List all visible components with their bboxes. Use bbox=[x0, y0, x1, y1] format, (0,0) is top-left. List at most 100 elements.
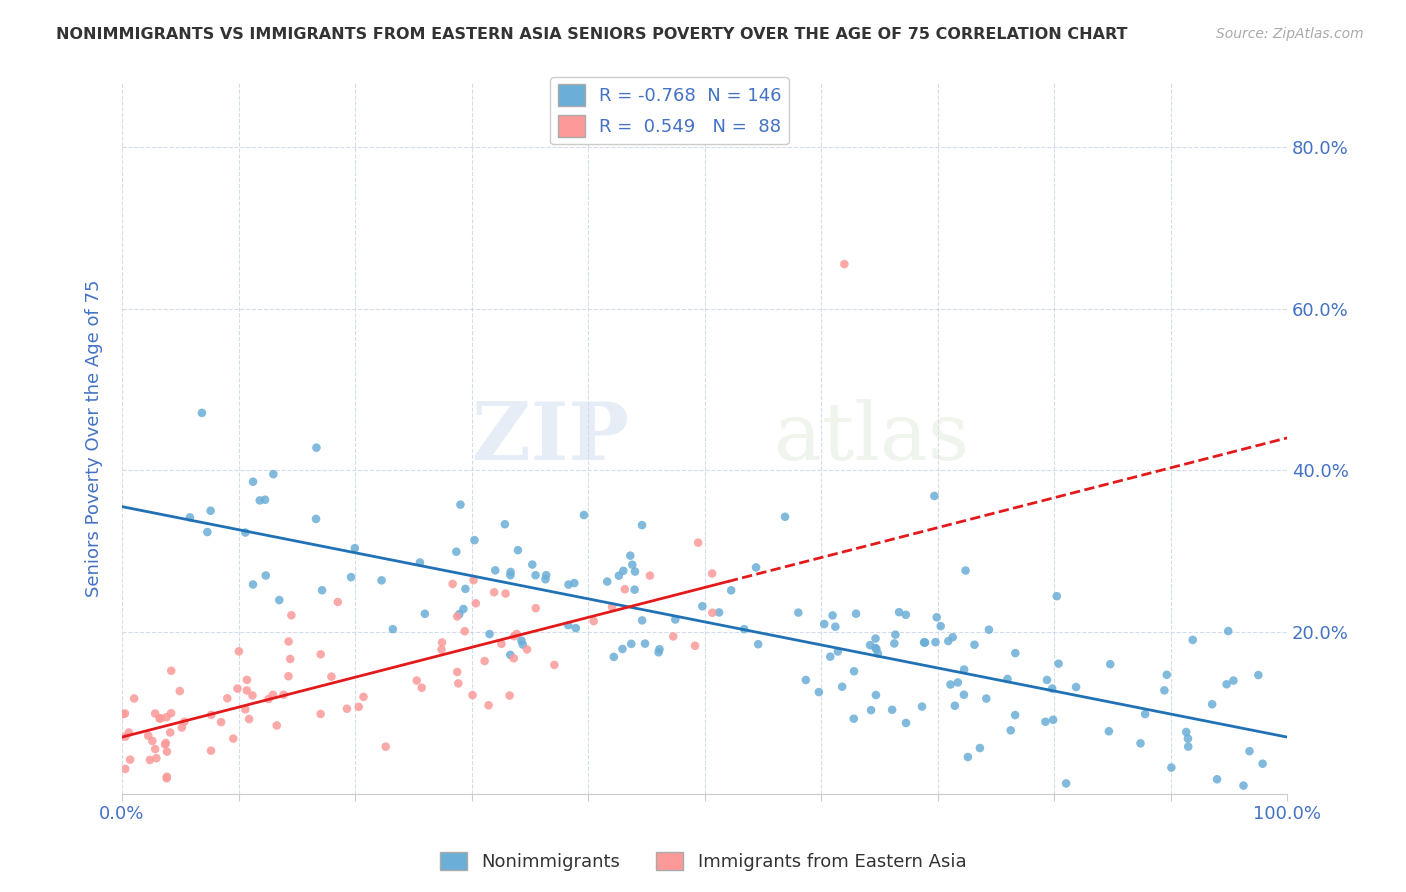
Point bbox=[499, 565, 522, 579]
Point bbox=[745, 560, 768, 574]
Point bbox=[557, 577, 579, 591]
Point bbox=[831, 680, 853, 694]
Point bbox=[1000, 723, 1022, 738]
Point bbox=[859, 638, 882, 652]
Point bbox=[912, 635, 935, 649]
Point bbox=[807, 685, 830, 699]
Point bbox=[613, 582, 636, 597]
Point bbox=[619, 549, 641, 563]
Point bbox=[942, 630, 965, 644]
Point bbox=[159, 725, 181, 739]
Point bbox=[238, 712, 260, 726]
Point bbox=[534, 568, 557, 582]
Point bbox=[228, 644, 250, 658]
Point bbox=[824, 620, 846, 634]
Point bbox=[1042, 713, 1064, 727]
Point bbox=[1064, 680, 1087, 694]
Point bbox=[343, 541, 366, 556]
Point bbox=[155, 736, 177, 750]
Point bbox=[233, 525, 256, 540]
Point bbox=[370, 574, 392, 588]
Point bbox=[353, 690, 375, 704]
Point bbox=[866, 647, 889, 661]
Point bbox=[1129, 736, 1152, 750]
Point bbox=[277, 669, 299, 683]
Point bbox=[953, 663, 976, 677]
Point bbox=[236, 683, 259, 698]
Point bbox=[1133, 707, 1156, 722]
Point bbox=[226, 681, 249, 696]
Point bbox=[269, 593, 291, 607]
Point bbox=[997, 672, 1019, 686]
Point bbox=[787, 606, 810, 620]
Point bbox=[943, 698, 966, 713]
Point bbox=[464, 596, 486, 610]
Point bbox=[1215, 677, 1237, 691]
Point bbox=[702, 606, 724, 620]
Point bbox=[974, 691, 997, 706]
Point bbox=[277, 634, 299, 648]
Y-axis label: Seniors Poverty Over the Age of 75: Seniors Poverty Over the Age of 75 bbox=[86, 279, 103, 597]
Point bbox=[924, 489, 946, 503]
Point bbox=[262, 467, 284, 482]
Point bbox=[474, 654, 496, 668]
Point bbox=[887, 605, 910, 619]
Point bbox=[821, 608, 844, 623]
Point bbox=[449, 607, 471, 622]
Point bbox=[305, 441, 328, 455]
Point bbox=[309, 648, 332, 662]
Point bbox=[200, 744, 222, 758]
Point bbox=[143, 742, 166, 756]
Point bbox=[860, 703, 883, 717]
Point bbox=[280, 608, 302, 623]
Point bbox=[1247, 668, 1270, 682]
Point bbox=[543, 657, 565, 672]
Point bbox=[963, 638, 986, 652]
Point bbox=[955, 564, 977, 578]
Point bbox=[956, 750, 979, 764]
Legend: Nonimmigrants, Immigrants from Eastern Asia: Nonimmigrants, Immigrants from Eastern A… bbox=[433, 845, 973, 879]
Point bbox=[924, 635, 946, 649]
Point bbox=[374, 739, 396, 754]
Point bbox=[266, 718, 288, 732]
Point bbox=[233, 702, 256, 716]
Point bbox=[262, 688, 284, 702]
Point bbox=[122, 691, 145, 706]
Point bbox=[242, 577, 264, 591]
Point bbox=[1232, 779, 1254, 793]
Point bbox=[114, 706, 136, 721]
Point bbox=[516, 642, 538, 657]
Point bbox=[683, 639, 706, 653]
Point bbox=[612, 642, 634, 657]
Point bbox=[254, 568, 277, 582]
Point bbox=[454, 624, 477, 639]
Point bbox=[631, 614, 654, 628]
Point bbox=[477, 698, 499, 713]
Point bbox=[564, 621, 586, 635]
Point bbox=[603, 649, 626, 664]
Text: NONIMMIGRANTS VS IMMIGRANTS FROM EASTERN ASIA SENIORS POVERTY OVER THE AGE OF 75: NONIMMIGRANTS VS IMMIGRANTS FROM EASTERN… bbox=[56, 27, 1128, 42]
Point bbox=[143, 706, 166, 721]
Point bbox=[405, 673, 427, 688]
Point bbox=[1036, 673, 1059, 687]
Point bbox=[894, 716, 917, 731]
Point bbox=[446, 545, 468, 559]
Point bbox=[155, 710, 177, 724]
Point bbox=[321, 670, 343, 684]
Point bbox=[634, 637, 657, 651]
Point bbox=[1035, 714, 1057, 729]
Point bbox=[309, 706, 332, 721]
Point bbox=[160, 706, 183, 721]
Point bbox=[688, 535, 710, 549]
Point bbox=[191, 406, 214, 420]
Point bbox=[499, 568, 522, 582]
Point bbox=[692, 599, 714, 614]
Point bbox=[845, 607, 868, 621]
Point bbox=[1177, 739, 1199, 754]
Point bbox=[484, 563, 506, 577]
Point bbox=[506, 543, 529, 558]
Point bbox=[112, 707, 135, 722]
Point bbox=[894, 607, 917, 622]
Text: atlas: atlas bbox=[775, 399, 970, 477]
Point bbox=[702, 566, 724, 581]
